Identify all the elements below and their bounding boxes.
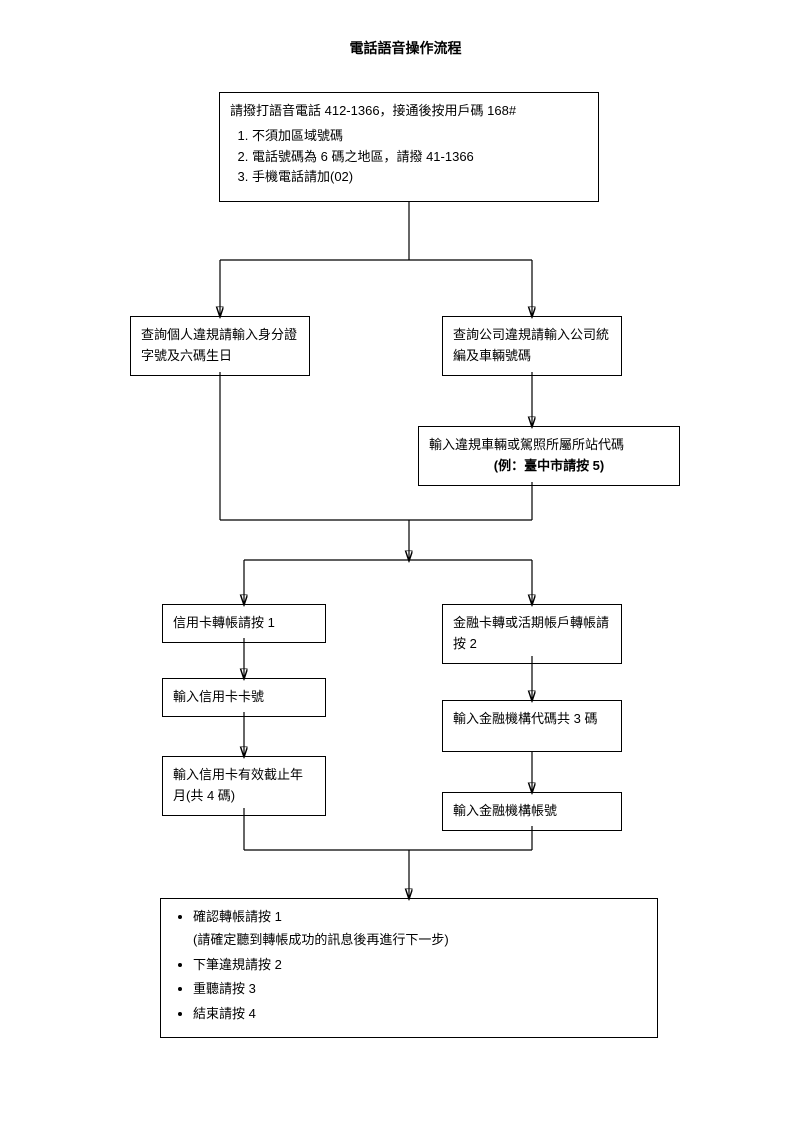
- node-final-item: 結束請按 4: [193, 1004, 647, 1025]
- node-final-item: 確認轉帳請按 1 (請確定聽到轉帳成功的訊息後再進行下一步): [193, 907, 647, 951]
- node-start-intro: 請撥打語音電話 412-1366，接通後按用戶碼 168#: [230, 101, 588, 122]
- node-company-query: 查詢公司違規請輸入公司統編及車輛號碼: [442, 316, 622, 376]
- node-bank-account: 輸入金融機構帳號: [442, 792, 622, 831]
- node-credit-press1: 信用卡轉帳請按 1: [162, 604, 326, 643]
- node-bank-code: 輸入金融機構代碼共 3 碼: [442, 700, 622, 752]
- node-final-item: 下筆違規請按 2: [193, 955, 647, 976]
- node-final-options: 確認轉帳請按 1 (請確定聽到轉帳成功的訊息後再進行下一步) 下筆違規請按 2 …: [160, 898, 658, 1038]
- node-personal-query: 查詢個人違規請輸入身分證字號及六碼生日: [130, 316, 310, 376]
- node-final-item-sub: (請確定聽到轉帳成功的訊息後再進行下一步): [193, 930, 647, 951]
- node-final-item: 重聽請按 3: [193, 979, 647, 1000]
- node-start-item: 不須加區域號碼: [252, 126, 588, 147]
- node-credit-number: 輸入信用卡卡號: [162, 678, 326, 717]
- node-final-item-main: 確認轉帳請按 1: [193, 909, 282, 924]
- node-station-code: 輸入違規車輛或駕照所屬所站代碼 (例：臺中市請按 5): [418, 426, 680, 486]
- node-station-line1: 輸入違規車輛或駕照所屬所站代碼: [429, 435, 669, 456]
- page-title: 電話語音操作流程: [0, 38, 811, 58]
- node-start-item: 手機電話請加(02): [252, 167, 588, 188]
- node-start-list: 不須加區域號碼 電話號碼為 6 碼之地區，請撥 41-1366 手機電話請加(0…: [230, 126, 588, 188]
- node-credit-expiry: 輸入信用卡有效截止年月(共 4 碼): [162, 756, 326, 816]
- node-final-list: 確認轉帳請按 1 (請確定聽到轉帳成功的訊息後再進行下一步) 下筆違規請按 2 …: [171, 907, 647, 1025]
- node-start-item: 電話號碼為 6 碼之地區，請撥 41-1366: [252, 147, 588, 168]
- node-start: 請撥打語音電話 412-1366，接通後按用戶碼 168# 不須加區域號碼 電話…: [219, 92, 599, 202]
- node-bank-press2: 金融卡轉或活期帳戶轉帳請按 2: [442, 604, 622, 664]
- node-station-line2: (例：臺中市請按 5): [429, 456, 669, 477]
- flowchart-page: 電話語音操作流程 請撥打語音電話 412-1366，接通後按用戶碼 168# 不…: [0, 0, 811, 1146]
